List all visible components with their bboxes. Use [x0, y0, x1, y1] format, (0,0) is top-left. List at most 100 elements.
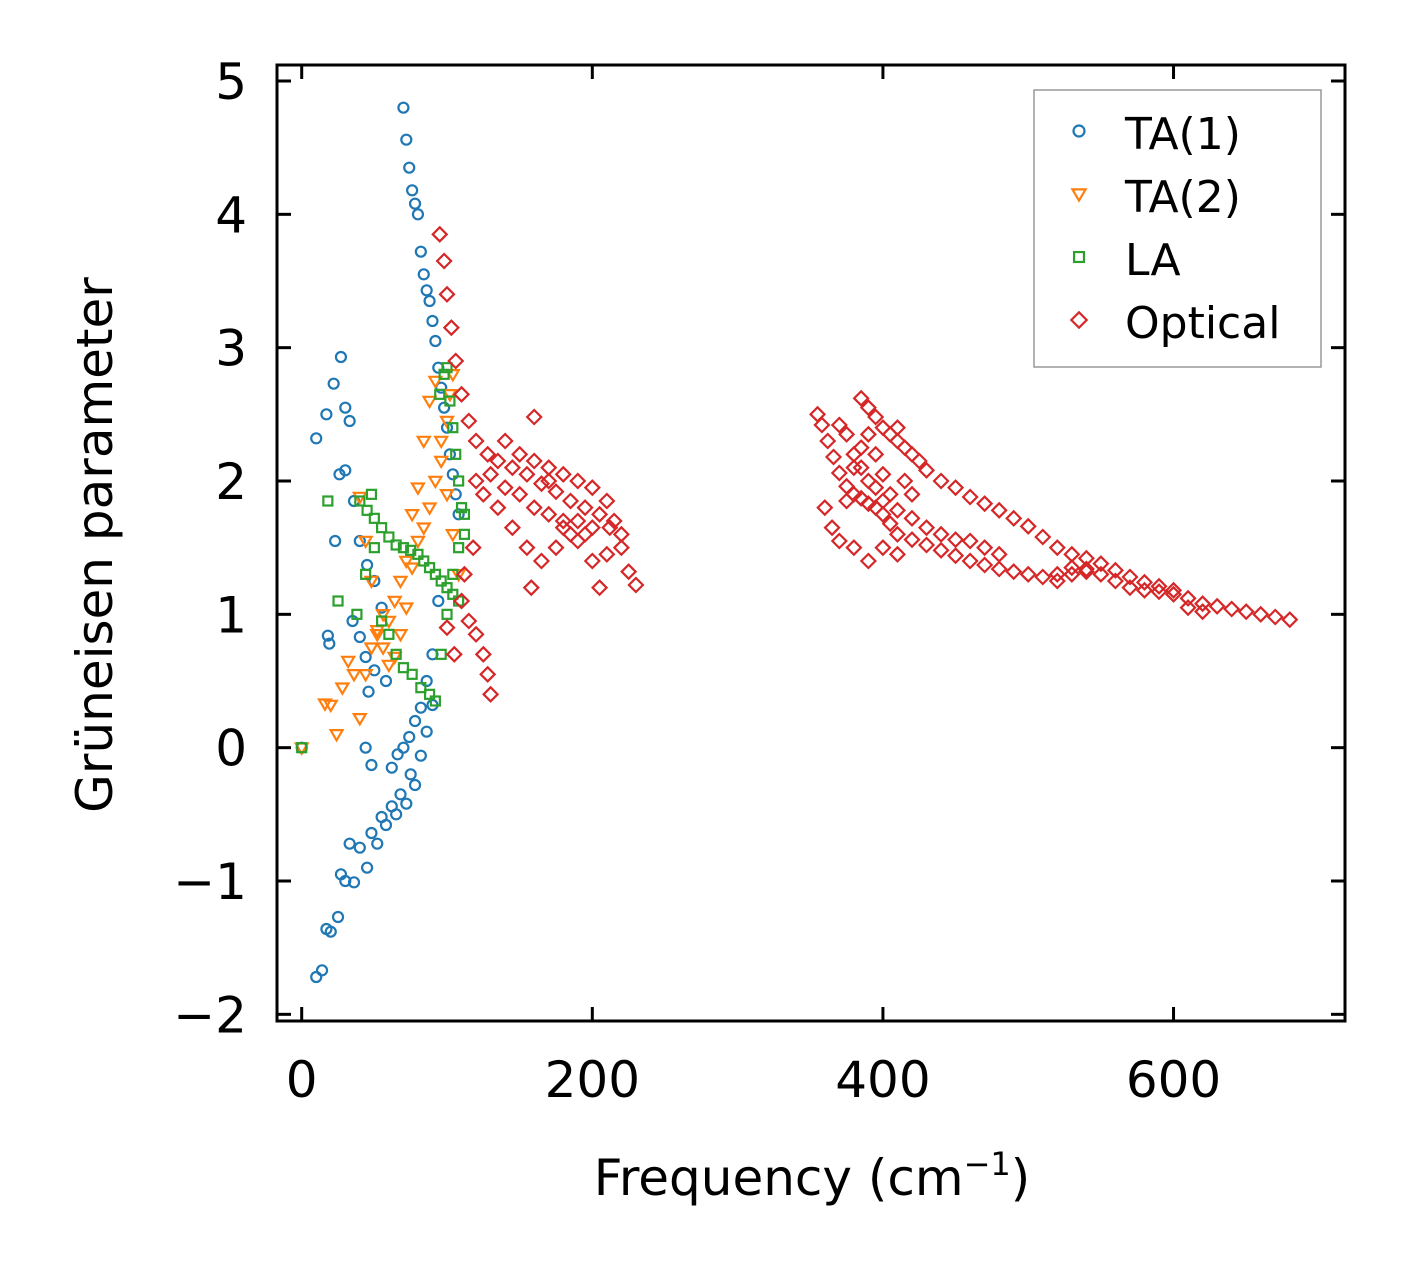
data-point-ta2: [369, 629, 386, 643]
data-point-optical: [612, 539, 630, 557]
data-point-optical: [976, 495, 994, 513]
data-point-ta2: [398, 602, 415, 616]
data-point-optical: [838, 492, 856, 510]
y-tick-label: −1: [173, 853, 247, 911]
data-point-optical: [598, 545, 616, 563]
axis-ticks: 0 200 400 600 −2 −1 0 1 2 3 4 5: [173, 53, 1345, 1109]
x-axis-label-close: ): [1011, 1149, 1031, 1207]
data-point-ta1: [324, 925, 337, 938]
data-point-optical: [569, 472, 587, 490]
data-point-la: [429, 568, 441, 580]
data-point-la: [397, 542, 410, 554]
data-point-ta1: [343, 414, 356, 428]
y-tick-label: 3: [215, 320, 247, 378]
data-point-ta1: [339, 464, 352, 477]
data-point-optical: [990, 545, 1008, 563]
data-point-optical: [859, 552, 877, 570]
data-point-ta1: [362, 685, 375, 698]
data-point-ta1: [310, 432, 323, 445]
data-point-ta1: [329, 534, 342, 548]
data-point-ta2: [433, 455, 450, 470]
data-point-ta2: [439, 415, 455, 430]
data-point-optical: [874, 465, 892, 483]
data-point-la: [458, 528, 471, 540]
plot-frame: [275, 63, 1347, 1023]
data-point-la: [441, 582, 453, 594]
data-point-optical: [583, 552, 601, 570]
data-point-optical: [452, 385, 471, 403]
data-point-la: [453, 542, 465, 554]
data-point-optical: [1164, 581, 1183, 599]
data-point-optical: [896, 472, 914, 490]
data-point-optical: [1194, 595, 1212, 613]
data-point-optical: [947, 531, 965, 549]
data-point-la: [383, 628, 395, 640]
data-point-optical: [561, 492, 580, 510]
data-point-la: [435, 648, 447, 660]
data-point-ta1: [420, 725, 433, 738]
data-point-optical: [824, 448, 843, 466]
data-point-optical: [1063, 545, 1081, 563]
data-point-ta1: [339, 874, 352, 888]
data-point-ta1: [359, 650, 372, 664]
data-point-optical: [1179, 599, 1197, 617]
data-point-optical: [888, 545, 907, 563]
data-point-ta2: [357, 669, 374, 683]
data-point-ta1: [429, 334, 442, 348]
data-point-la: [441, 362, 453, 374]
data-point-optical: [576, 499, 594, 517]
data-point-optical: [823, 519, 841, 537]
data-point-optical: [482, 465, 500, 483]
data-point-optical: [1121, 568, 1139, 586]
data-point-optical: [503, 459, 521, 477]
data-point-ta1: [371, 837, 384, 850]
data-point-optical: [867, 479, 885, 497]
data-point-optical: [532, 475, 551, 493]
data-point-optical: [1005, 509, 1023, 527]
data-point-ta1: [420, 284, 433, 297]
data-point-la: [361, 504, 373, 516]
legend-marker-ta1: [1072, 124, 1086, 138]
data-point-la: [415, 682, 427, 694]
data-point-optical: [583, 479, 601, 497]
data-point-ta1: [321, 629, 334, 642]
data-point-ta2: [328, 729, 345, 743]
data-point-optical: [1092, 565, 1110, 583]
data-point-ta2: [375, 609, 391, 623]
data-point-optical: [447, 352, 465, 370]
data-point-ta1: [343, 837, 356, 850]
data-point-ta1: [353, 841, 366, 854]
data-point-optical: [474, 645, 492, 663]
data-point-optical: [867, 445, 885, 463]
data-point-optical: [479, 665, 497, 683]
data-point-ta1: [440, 421, 454, 434]
data-point-la: [438, 368, 450, 380]
data-point-la: [455, 502, 468, 514]
data-point-ta1: [397, 101, 410, 114]
data-point-optical: [1063, 565, 1081, 583]
data-point-optical: [1252, 605, 1270, 623]
data-point-ta2: [375, 642, 391, 656]
data-point-optical: [554, 512, 572, 530]
data-point-la: [368, 512, 380, 524]
data-point-optical: [917, 461, 936, 479]
data-point-ta1: [426, 314, 439, 328]
data-point-optical: [852, 389, 870, 407]
data-point-la: [434, 388, 446, 400]
data-point-optical: [1135, 573, 1154, 591]
data-point-la: [296, 742, 308, 754]
data-point-optical: [888, 525, 907, 543]
data-point-optical: [903, 485, 921, 503]
data-point-optical: [888, 419, 907, 437]
data-point-ta1: [446, 468, 459, 481]
data-point-la: [429, 695, 441, 707]
data-point-ta2: [404, 509, 421, 523]
data-point-optical: [874, 492, 892, 510]
data-point-la: [450, 448, 462, 460]
data-point-optical: [605, 512, 623, 530]
data-point-optical: [482, 685, 500, 703]
data-point-optical: [961, 552, 979, 570]
data-point-ta2: [404, 562, 421, 576]
data-point-ta1: [339, 401, 352, 414]
